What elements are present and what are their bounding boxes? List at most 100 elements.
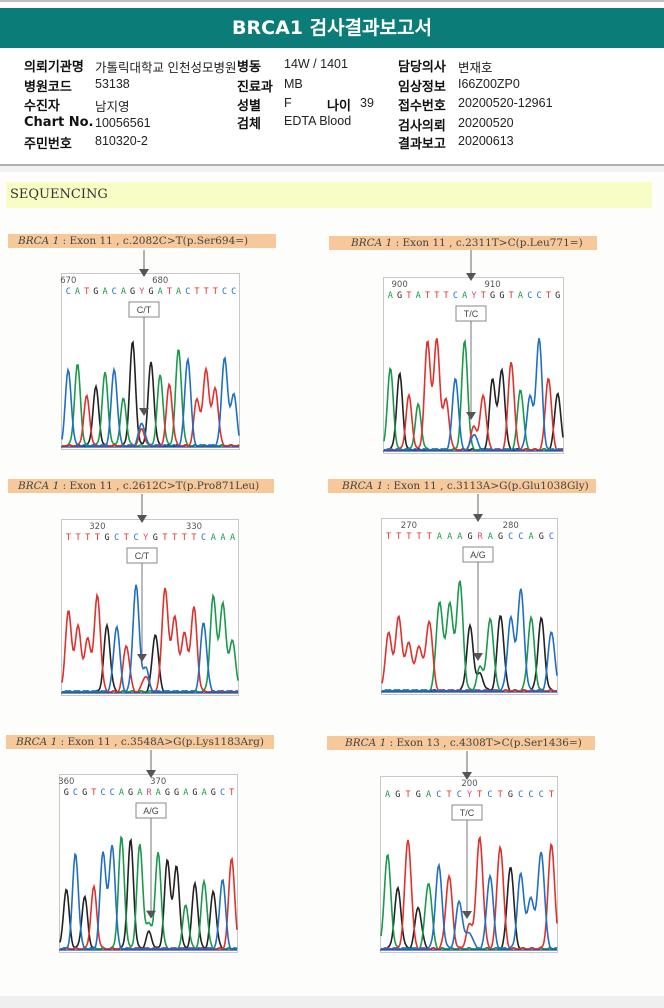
- request-date-label: 검사의뢰: [398, 119, 446, 134]
- base-call: G: [130, 287, 135, 297]
- base-call: T: [204, 287, 209, 297]
- specimen-label: 검체: [237, 117, 261, 132]
- base-call: C: [528, 790, 533, 800]
- base-call: T: [444, 291, 449, 301]
- base-call: T: [124, 533, 129, 543]
- chromatogram-6: 200 A G T G A C T C Y T C T G C C C T T/C: [380, 751, 558, 953]
- chromatogram-frame: [61, 273, 240, 450]
- variant-arrow-icon: [146, 770, 156, 778]
- base-call: T: [84, 287, 89, 297]
- base-call: T: [417, 532, 422, 542]
- base-call: T: [66, 533, 71, 543]
- base-call: C: [222, 287, 227, 297]
- base-call: R: [478, 532, 484, 542]
- patient-info-panel: 의뢰기관명 가톨릭대학교 인천성모병원 병원코드 53138 수진자 남지영 C…: [0, 48, 664, 164]
- patient-label: 수진자: [24, 99, 60, 114]
- bottom-band: [0, 996, 664, 1008]
- base-call: G: [539, 532, 544, 542]
- base-call: A: [202, 788, 207, 798]
- base-call: G: [490, 291, 495, 301]
- chromatogram-frame: [381, 518, 558, 695]
- specimen-value: EDTA Blood: [284, 114, 352, 128]
- base-call: T: [172, 533, 177, 543]
- base-call: A: [156, 788, 161, 798]
- age-value: 39: [360, 96, 374, 110]
- base-call: A: [121, 287, 126, 297]
- base-call: A: [75, 287, 80, 297]
- base-call: G: [104, 533, 109, 543]
- base-call: C: [185, 287, 190, 297]
- base-call: G: [498, 532, 503, 542]
- gene-name: BRCA 1: [342, 480, 384, 492]
- base-call: T: [406, 532, 411, 542]
- gene-name: BRCA 1: [18, 480, 60, 492]
- variant-peak-arrow-icon: [137, 654, 147, 663]
- variant-peak-arrow-icon: [146, 910, 156, 919]
- genotype-call-label: A/G: [470, 550, 486, 560]
- variant-arrow-icon: [466, 273, 476, 281]
- ruler-tick-label: 270: [401, 521, 417, 531]
- department-value: MB: [284, 77, 303, 91]
- variant-peak-arrow-icon: [473, 653, 483, 662]
- variant-arrow-icon: [139, 269, 149, 277]
- variant-label-5: BRCA 1 : Exon 11 , c.3548A>G(p.Lys1183Ar…: [6, 735, 274, 749]
- base-call: C: [114, 533, 119, 543]
- ruler-tick-label: 360: [58, 777, 74, 787]
- ruler-tick-label: 320: [89, 522, 105, 532]
- base-call: A: [488, 532, 493, 542]
- gene-name: BRCA 1: [18, 235, 60, 247]
- base-call: T: [434, 291, 439, 301]
- trace-C: [382, 588, 558, 692]
- age-label: 나이: [327, 99, 351, 114]
- base-call: C: [220, 788, 225, 798]
- base-call: T: [182, 533, 187, 543]
- base-call: T: [446, 790, 451, 800]
- trace-T: [59, 856, 238, 950]
- base-call: C: [537, 291, 542, 301]
- base-call: T: [546, 291, 551, 301]
- base-call: T: [549, 790, 554, 800]
- base-call: Y: [139, 287, 144, 297]
- chart-no-label: Chart No.: [24, 115, 94, 130]
- chromatogram-3: 320 330 T T T T G C T C Y G T T T T C A A A C/T: [61, 494, 239, 696]
- base-call: T: [194, 287, 199, 297]
- base-call: T: [386, 532, 391, 542]
- base-call: G: [211, 788, 216, 798]
- chromatogram-5: 360 370 G C G T C C A G A R A G G A G A G C T A/G: [58, 750, 238, 953]
- id-number-label: 주민번호: [24, 137, 72, 152]
- base-call: G: [64, 788, 69, 798]
- base-call: G: [174, 788, 179, 798]
- base-call: T: [191, 533, 196, 543]
- base-call: Y: [143, 533, 148, 543]
- department-label: 진료과: [237, 80, 273, 95]
- base-call: C: [112, 287, 117, 297]
- base-call: T: [91, 788, 96, 798]
- divider: [0, 164, 664, 166]
- ruler-tick-label: 200: [461, 779, 477, 789]
- variant-label-1: BRCA 1 : Exon 11 , c.2082C>T(p.Ser694=): [8, 234, 276, 248]
- doctor-label: 담당의사: [398, 60, 446, 75]
- base-call: C: [518, 790, 523, 800]
- ruler-tick-label: 670: [60, 276, 76, 286]
- ruler-tick-label: 910: [484, 280, 500, 290]
- base-call: A: [437, 532, 442, 542]
- sex-label: 성별: [237, 99, 261, 114]
- base-call: G: [192, 788, 197, 798]
- genotype-call-label: T/C: [460, 808, 475, 818]
- base-call: C: [457, 790, 462, 800]
- base-call: T: [229, 788, 234, 798]
- doctor-value: 변재호: [458, 61, 493, 75]
- ruler-tick-label: 900: [392, 280, 408, 290]
- base-call: A: [529, 532, 534, 542]
- base-call: G: [508, 790, 513, 800]
- variant-description: : Exon 11 , c.3548A>G(p.Lys1183Arg): [57, 736, 264, 748]
- base-call: C: [453, 291, 458, 301]
- base-call: Y: [471, 291, 476, 301]
- base-call: G: [555, 291, 560, 301]
- gene-name: BRCA 1: [351, 237, 393, 249]
- genotype-call-label: C/T: [135, 551, 150, 561]
- base-call: C: [73, 788, 78, 798]
- variant-peak-arrow-icon: [466, 412, 476, 421]
- base-call: T: [427, 532, 432, 542]
- base-call: A: [220, 533, 225, 543]
